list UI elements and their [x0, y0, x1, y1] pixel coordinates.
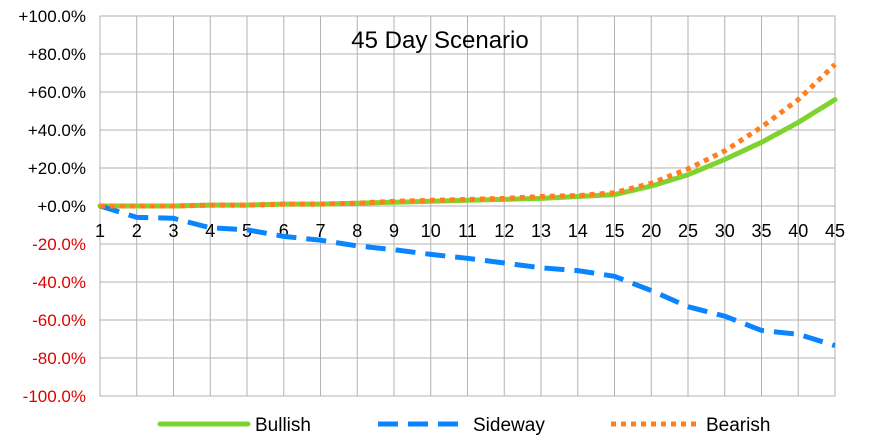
y-tick-label: +100.0% — [18, 7, 86, 26]
y-tick-label: -20.0% — [32, 235, 86, 254]
x-tick-label: 1 — [95, 221, 105, 241]
x-tick-label: 3 — [168, 221, 178, 241]
x-tick-label: 30 — [715, 221, 735, 241]
series-line-sideway — [99, 203, 836, 348]
y-tick-label: +0.0% — [37, 197, 86, 216]
legend-label-bullish: Bullish — [255, 415, 311, 436]
x-tick-label: 15 — [604, 221, 624, 241]
series-lines — [97, 62, 838, 348]
y-tick-label: -60.0% — [32, 311, 86, 330]
y-axis-ticks: +100.0% +80.0% +60.0% +40.0% +20.0% +0.0% -20.… — [18, 7, 86, 406]
y-tick-label: -80.0% — [32, 349, 86, 368]
x-tick-label: 11 — [458, 221, 477, 241]
x-tick-label: 8 — [352, 221, 362, 241]
x-tick-label: 2 — [132, 221, 142, 241]
y-tick-label: +20.0% — [28, 159, 86, 178]
legend-label-sideway: Sideway — [473, 415, 545, 436]
x-tick-label: 13 — [531, 221, 551, 241]
x-tick-label: 20 — [641, 221, 661, 241]
chart-title: 45 Day Scenario — [351, 27, 528, 54]
x-tick-label: 7 — [315, 221, 325, 241]
x-tick-label: 25 — [678, 221, 698, 241]
legend: Bullish Sideway Bearish — [157, 415, 770, 436]
x-tick-label: 6 — [279, 221, 289, 241]
x-tick-label: 45 — [825, 221, 845, 241]
x-tick-label: 10 — [421, 221, 441, 241]
y-tick-label: +80.0% — [28, 45, 86, 64]
x-axis-ticks: 1 2 3 4 5 6 7 8 9 10 11 12 13 14 15 20 25 30 35 40 45 — [95, 221, 845, 241]
y-tick-label: -40.0% — [32, 273, 86, 292]
x-tick-label: 4 — [205, 221, 215, 241]
x-tick-label: 35 — [751, 221, 771, 241]
x-tick-label: 40 — [788, 221, 808, 241]
series-line-bearish — [100, 62, 837, 209]
x-tick-label: 14 — [568, 221, 588, 241]
legend-label-bearish: Bearish — [706, 415, 770, 436]
x-tick-label: 12 — [494, 221, 514, 241]
y-tick-label: +60.0% — [28, 83, 86, 102]
x-tick-label: 9 — [389, 221, 399, 241]
y-tick-label: +40.0% — [28, 121, 86, 140]
y-tick-label: -100.0% — [23, 387, 86, 406]
